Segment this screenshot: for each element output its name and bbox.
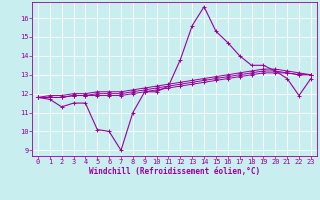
X-axis label: Windchill (Refroidissement éolien,°C): Windchill (Refroidissement éolien,°C)	[89, 167, 260, 176]
